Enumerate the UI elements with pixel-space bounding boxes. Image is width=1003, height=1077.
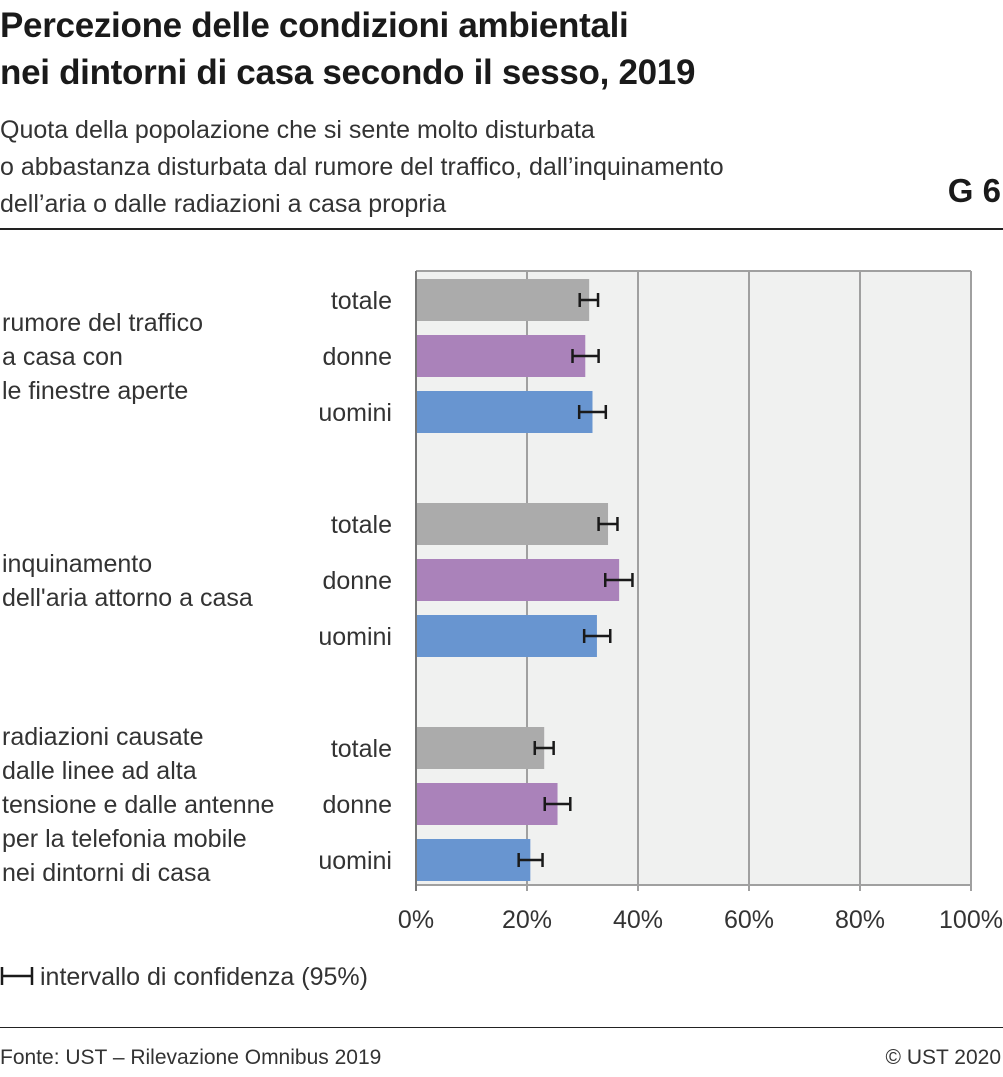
- bar-category-label: totale: [331, 287, 392, 315]
- legend: intervallo di confidenza (95%): [0, 960, 368, 994]
- subtitle-line-1: Quota della popolazione che si sente mol…: [0, 116, 595, 144]
- bar-category-label: totale: [331, 511, 392, 539]
- copyright-note: © UST 2020: [885, 1046, 1001, 1069]
- error-bar: [577, 405, 608, 419]
- group-label: per la telefonia mobile: [2, 825, 247, 853]
- error-bar: [517, 853, 544, 867]
- group-label: rumore del traffico: [2, 309, 203, 337]
- bar-category-label: donne: [322, 567, 392, 595]
- group-label: dell'aria attorno a casa: [2, 584, 253, 612]
- error-bar: [597, 517, 619, 531]
- subtitle-line-3: dell’aria o dalle radiazioni a casa prop…: [0, 190, 447, 218]
- x-tick-label: 100%: [939, 906, 1003, 934]
- error-bar: [582, 629, 612, 643]
- error-bar: [533, 741, 555, 755]
- subtitle-line-2: o abbastanza disturbata dal rumore del t…: [0, 153, 724, 181]
- group-label: dalle linee ad alta: [2, 757, 197, 785]
- chart-title: Percezione delle condizioni ambientali n…: [0, 2, 960, 96]
- title-line-2: nei dintorni di casa secondo il sesso, 2…: [0, 53, 696, 92]
- source-note: Fonte: UST – Rilevazione Omnibus 2019: [0, 1046, 382, 1069]
- group-label: inquinamento: [2, 550, 152, 578]
- bar-uomini: [416, 839, 531, 881]
- group-label: tensione e dalle antenne: [2, 791, 274, 819]
- bar-category-label: uomini: [318, 623, 392, 651]
- bar-totale: [416, 279, 590, 321]
- bar-chart: 0% 20% 40% 60% 80% 100% rumore del traffico a c…: [2, 270, 1003, 934]
- chart-subtitle: Quota della popolazione che si sente mol…: [0, 112, 880, 223]
- group-label: radiazioni causate: [2, 723, 204, 751]
- graph-number: G 6: [947, 172, 1001, 209]
- x-tick-label: 40%: [613, 906, 663, 934]
- bar-uomini: [416, 615, 597, 657]
- bar-totale: [416, 503, 609, 545]
- bar-category-label: donne: [322, 791, 392, 819]
- bar-donne: [416, 335, 586, 377]
- header-divider: [0, 228, 1003, 230]
- error-bar: [571, 349, 600, 363]
- group-label: nei dintorni di casa: [2, 859, 211, 887]
- footer-divider: [0, 1027, 1003, 1028]
- group-label: le finestre aperte: [2, 377, 188, 405]
- bar-category-label: totale: [331, 735, 392, 763]
- title-line-1: Percezione delle condizioni ambientali: [0, 6, 629, 45]
- error-bar: [543, 797, 572, 811]
- bar-totale: [416, 727, 545, 769]
- x-tick-label: 60%: [724, 906, 774, 934]
- group-label: a casa con: [2, 343, 123, 371]
- bar-category-label: uomini: [318, 399, 392, 427]
- bar-category-label: uomini: [318, 847, 392, 875]
- bar-uomini: [416, 391, 593, 433]
- bar-category-label: donne: [322, 343, 392, 371]
- x-tick-label: 0%: [398, 906, 434, 934]
- x-tick-label: 20%: [502, 906, 552, 934]
- bar-donne: [416, 559, 620, 601]
- bar-donne: [416, 783, 558, 825]
- legend-ci-label: intervallo di confidenza (95%): [40, 963, 368, 991]
- confidence-interval-icon: [0, 967, 34, 985]
- error-bar: [604, 573, 634, 587]
- error-bar: [578, 293, 600, 307]
- x-tick-label: 80%: [835, 906, 885, 934]
